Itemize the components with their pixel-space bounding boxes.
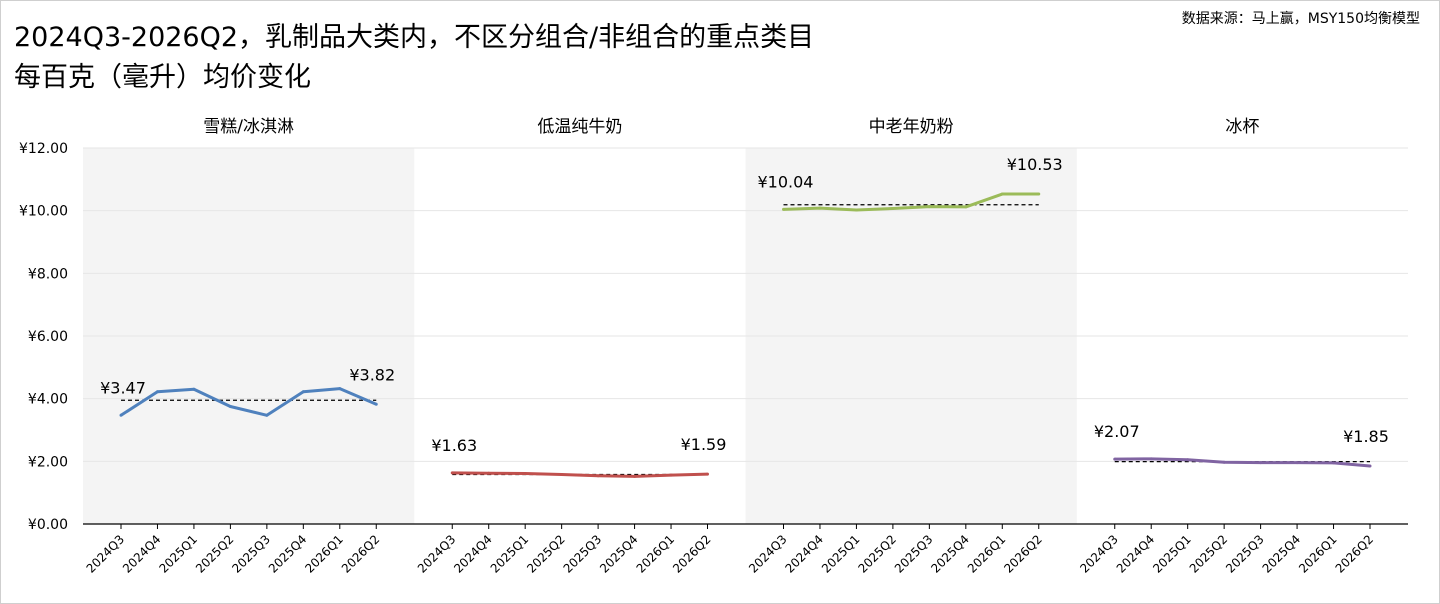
chart-title: 2024Q3-2026Q2，乳制品大类内，不区分组合/非组合的重点类目 每百克（…: [14, 18, 814, 98]
data-point: [854, 208, 858, 212]
x-tick-label: 2025Q1: [156, 532, 200, 576]
x-tick-label: 2025Q4: [928, 532, 972, 576]
x-tick-label: 2026Q1: [634, 532, 678, 576]
y-tick-label: ¥12.00: [19, 141, 68, 157]
data-point: [487, 471, 491, 475]
data-label-last: ¥1.85: [1343, 427, 1389, 446]
data-point: [669, 473, 673, 477]
data-point: [1037, 192, 1041, 196]
x-tick-label: 2025Q4: [1260, 532, 1304, 576]
data-label-first: ¥10.04: [758, 172, 814, 191]
data-point: [596, 474, 600, 478]
data-point: [1149, 457, 1153, 461]
panel-title: 雪糕/冰淇淋: [203, 117, 294, 137]
x-tick-label: 2024Q3: [415, 532, 459, 576]
data-point: [1222, 460, 1226, 464]
data-point: [338, 387, 342, 391]
data-point: [1332, 461, 1336, 465]
x-tick-label: 2026Q2: [339, 532, 383, 576]
series-line: [452, 471, 708, 478]
data-point: [228, 405, 232, 408]
data-point: [782, 207, 785, 211]
x-tick-label: 2024Q4: [451, 532, 495, 576]
x-tick-label: 2026Q1: [302, 532, 346, 576]
x-tick-label: 2025Q2: [193, 532, 237, 576]
x-tick-label: 2024Q3: [1077, 532, 1121, 576]
x-tick-label: 2026Q1: [1296, 532, 1340, 576]
y-tick-label: ¥10.00: [19, 204, 68, 220]
data-point: [1368, 464, 1372, 468]
x-tick-label: 2025Q4: [266, 532, 310, 576]
data-point: [633, 474, 637, 478]
chart-title-line2: 每百克（毫升）均价变化: [14, 62, 311, 93]
x-tick-label: 2025Q1: [1150, 532, 1194, 576]
y-tick-label: ¥6.00: [28, 329, 68, 345]
data-point: [192, 387, 196, 391]
y-tick-label: ¥0.00: [28, 517, 68, 533]
data-point: [818, 206, 822, 210]
data-point: [1113, 457, 1117, 461]
data-point: [155, 390, 159, 394]
data-point: [964, 205, 968, 209]
x-tick-label: 2026Q2: [670, 532, 714, 576]
y-tick-label: ¥4.00: [28, 392, 68, 408]
data-point: [450, 471, 454, 475]
x-tick-label: 2025Q3: [1223, 532, 1267, 576]
x-tick-label: 2024Q4: [783, 532, 827, 576]
data-label-last: ¥1.59: [681, 435, 727, 454]
data-point: [374, 402, 378, 406]
x-tick-label: 2026Q2: [1333, 532, 1377, 576]
data-point: [891, 206, 895, 210]
x-tick-label: 2024Q4: [120, 532, 164, 576]
x-tick-label: 2026Q1: [965, 532, 1009, 576]
data-point: [523, 472, 527, 476]
x-tick-label: 2025Q4: [597, 532, 641, 576]
data-point: [301, 390, 305, 394]
x-tick-label: 2024Q4: [1114, 532, 1158, 576]
x-tick-label: 2025Q2: [1187, 532, 1231, 576]
data-point: [1259, 461, 1263, 465]
source-note: 数据来源：马上赢，MSY150均衡模型: [1181, 11, 1420, 27]
data-point: [706, 472, 709, 476]
series-line: [1114, 457, 1371, 468]
x-tick-label: 2024Q3: [746, 532, 790, 576]
data-point: [1000, 192, 1004, 196]
panel-title: 冰杯: [1225, 117, 1259, 137]
data-label-first: ¥1.63: [431, 436, 477, 455]
data-point: [119, 413, 123, 417]
x-tick-label: 2026Q2: [1001, 532, 1045, 576]
panel-title: 中老年奶粉: [869, 117, 954, 137]
series-line: [783, 192, 1039, 212]
chart-title-line1: 2024Q3-2026Q2，乳制品大类内，不区分组合/非组合的重点类目: [14, 22, 815, 53]
data-label-last: ¥3.82: [349, 365, 395, 384]
x-tick-label: 2025Q2: [855, 532, 899, 576]
panel-title: 低温纯牛奶: [537, 117, 622, 137]
x-tick-label: 2025Q3: [229, 532, 273, 576]
y-tick-label: ¥8.00: [28, 266, 68, 282]
x-tick-label: 2025Q3: [561, 532, 605, 576]
x-tick-label: 2025Q1: [488, 532, 532, 576]
data-point: [1186, 458, 1190, 462]
data-label-first: ¥2.07: [1094, 422, 1140, 441]
data-point: [927, 205, 931, 209]
series-line: [120, 387, 377, 417]
data-point: [265, 413, 269, 417]
x-tick-label: 2024Q3: [84, 532, 128, 576]
x-tick-label: 2025Q3: [892, 532, 936, 576]
y-tick-label: ¥2.00: [28, 454, 68, 470]
data-label-first: ¥3.47: [100, 378, 146, 397]
data-label-last: ¥10.53: [1007, 155, 1063, 174]
x-tick-label: 2025Q2: [524, 532, 568, 576]
data-point: [1295, 461, 1299, 465]
data-point: [560, 472, 564, 476]
x-tick-label: 2025Q1: [819, 532, 863, 576]
